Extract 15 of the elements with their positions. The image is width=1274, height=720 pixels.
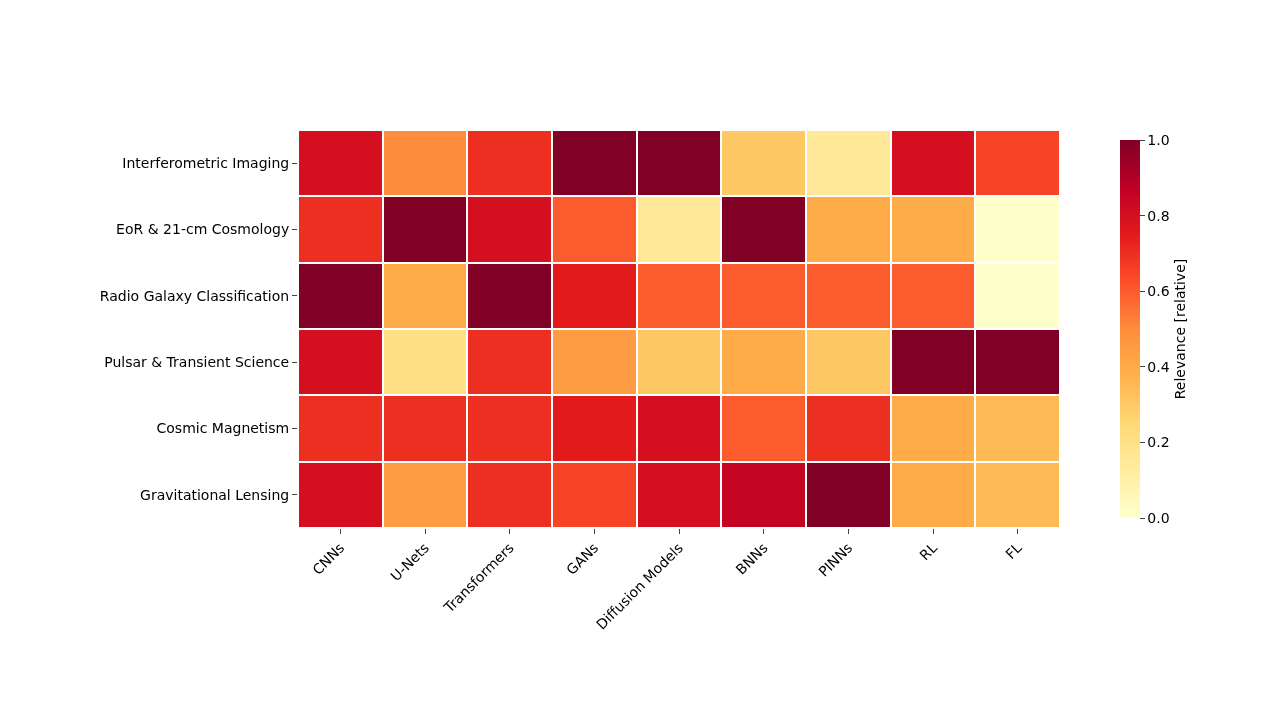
y-tick-label: Radio Galaxy Classification [99,287,290,304]
x-tick-label: RL [916,539,941,564]
y-tick-label: EoR & 21-cm Cosmology [116,221,290,238]
x-tick-label: FL [1002,539,1025,563]
y-tick-label: Interferometric Imaging [122,155,290,172]
color-bar-label: 0.6 [1147,283,1170,300]
color-bar-title: Relevance [relative] [1171,258,1188,400]
color-bar-label: 0.0 [1147,509,1170,526]
color-bar-label: 1.0 [1147,131,1170,148]
y-tick-label: Gravitational Lensing [140,486,290,503]
y-tick-label: Pulsar & Transient Science [104,354,290,371]
color-bar-label: 0.2 [1147,434,1170,451]
color-bar-label: 0.8 [1147,207,1170,224]
y-tick-label: Cosmic Magnetism [156,420,290,437]
color-bar-label: 0.4 [1147,358,1170,375]
